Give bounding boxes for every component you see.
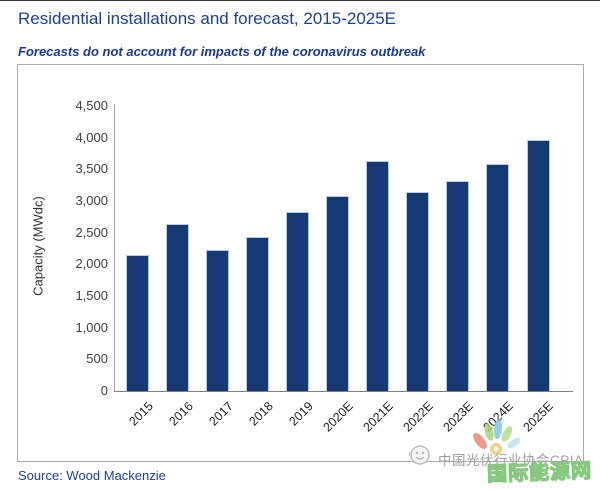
y-axis-line bbox=[114, 104, 115, 392]
y-tick-label: 500 bbox=[86, 351, 108, 367]
bar-2021E bbox=[366, 161, 390, 391]
page-title: Residential installations and forecast, … bbox=[18, 9, 397, 28]
bar-2019 bbox=[286, 212, 310, 391]
bar-2024E bbox=[486, 163, 510, 391]
x-axis-line bbox=[114, 391, 573, 392]
bar-2017 bbox=[206, 249, 230, 391]
y-tick-label: 1,000 bbox=[75, 319, 108, 335]
chart-panel: Capacity (MWdc) 0 500 1,000 1,500 2,000 2,500… bbox=[17, 64, 584, 462]
bar-2020E bbox=[326, 195, 350, 391]
y-tick-label: 3,500 bbox=[75, 161, 108, 177]
y-axis-title-text: Capacity (MWdc) bbox=[30, 196, 46, 296]
bar-2022E bbox=[406, 191, 430, 391]
y-tick-label: 4,000 bbox=[75, 129, 108, 145]
bar-2025E bbox=[526, 140, 550, 391]
cpia-flower-icon bbox=[473, 419, 520, 455]
y-tick-label: 1,500 bbox=[75, 288, 108, 303]
bar-2016 bbox=[166, 223, 190, 391]
y-tick-label: 4,500 bbox=[75, 98, 108, 113]
page-subtitle: Forecasts do not account for impacts of … bbox=[18, 44, 426, 59]
cpia-mascot-icon bbox=[408, 445, 430, 465]
y-tick-label: 2,000 bbox=[75, 256, 108, 272]
top-divider-line bbox=[0, 0, 600, 1]
y-tick-label: 2,500 bbox=[75, 224, 108, 240]
bar-2015 bbox=[126, 254, 150, 391]
energy-net-watermark-text: 国际能源网 bbox=[486, 460, 593, 487]
cpia-watermark-text: 中国光伏行业协会CPIA bbox=[438, 453, 584, 468]
y-tick-label: 3,000 bbox=[75, 193, 108, 208]
source-note: Source: Wood Mackenzie bbox=[18, 468, 166, 483]
y-tick-label: 0 bbox=[100, 383, 108, 398]
bar-2023E bbox=[446, 180, 470, 391]
bar-2018 bbox=[246, 237, 270, 391]
